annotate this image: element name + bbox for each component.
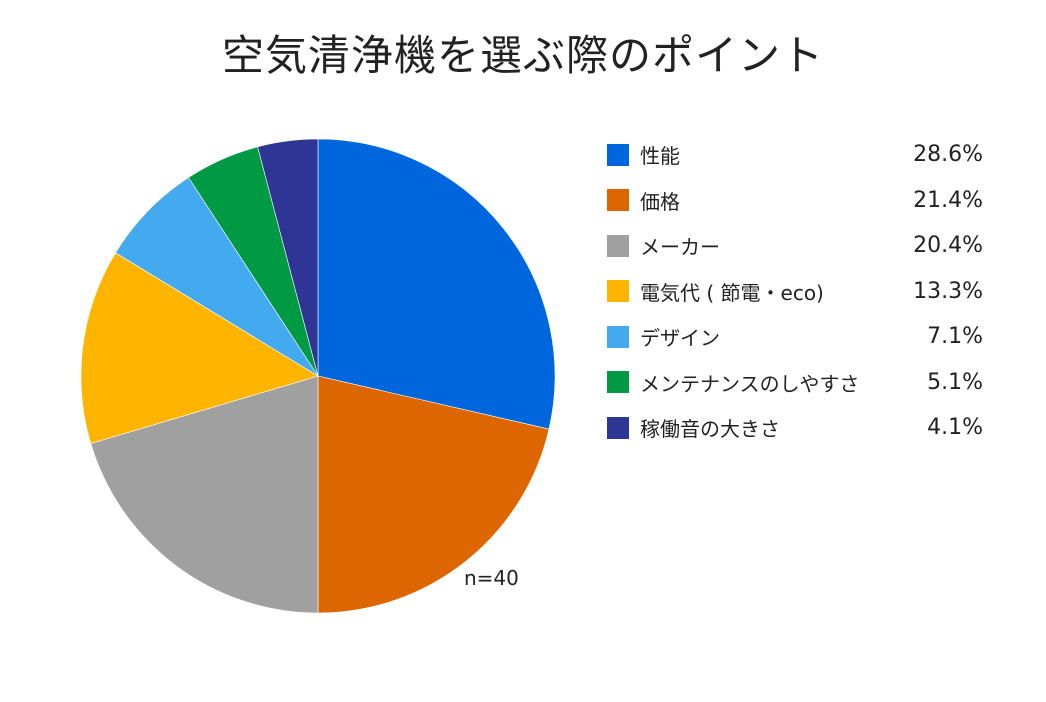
pie-slice-6 [257,138,319,377]
legend-swatch-6 [607,416,629,439]
chart-title: 空気清浄機を選ぶ際のポイント [221,31,824,80]
legend-swatch-2 [607,234,629,257]
pie-slice-1 [317,375,550,614]
legend-swatch-0 [607,143,629,166]
legend-item-4: デザイン 7.1% [607,314,987,360]
legend-value-5: 5.1% [927,369,983,395]
pie-slice-2 [90,375,319,614]
legend-item-6: 稼働音の大きさ 4.1% [607,405,987,451]
sample-size-note: n=40 [464,566,519,590]
legend-value-2: 20.4% [913,233,983,259]
chart-legend: 性能 28.6% 価格 21.4% メーカー 20.4% 電気代 ( 節電・eco) 13.3… [607,132,987,451]
legend-item-0: 性能 28.6% [607,132,987,178]
legend-swatch-1 [607,189,629,212]
legend-label-1: 価格 [640,189,680,214]
pie-slice-4 [115,177,319,377]
legend-label-4: デザイン [640,326,720,351]
legend-swatch-4 [607,325,629,348]
legend-item-3: 電気代 ( 節電・eco) 13.3% [607,269,987,315]
legend-item-2: メーカー 20.4% [607,223,987,269]
legend-value-1: 21.4% [913,187,983,213]
legend-value-0: 28.6% [913,142,983,168]
legend-value-3: 13.3% [913,278,983,304]
legend-label-6: 稼働音の大きさ [640,417,780,442]
legend-value-4: 7.1% [927,324,983,350]
legend-swatch-5 [607,371,629,394]
legend-swatch-3 [607,280,629,303]
legend-label-3: 電気代 ( 節電・eco) [640,280,824,305]
pie-slice-0 [317,138,556,430]
legend-label-0: 性能 [640,144,680,169]
legend-item-1: 価格 21.4% [607,178,987,224]
legend-item-5: メンテナンスのしやすさ 5.1% [607,360,987,406]
pie-slice-3 [80,252,319,444]
legend-label-5: メンテナンスのしやすさ [640,371,860,396]
legend-value-6: 4.1% [927,415,983,441]
legend-label-2: メーカー [640,235,720,260]
